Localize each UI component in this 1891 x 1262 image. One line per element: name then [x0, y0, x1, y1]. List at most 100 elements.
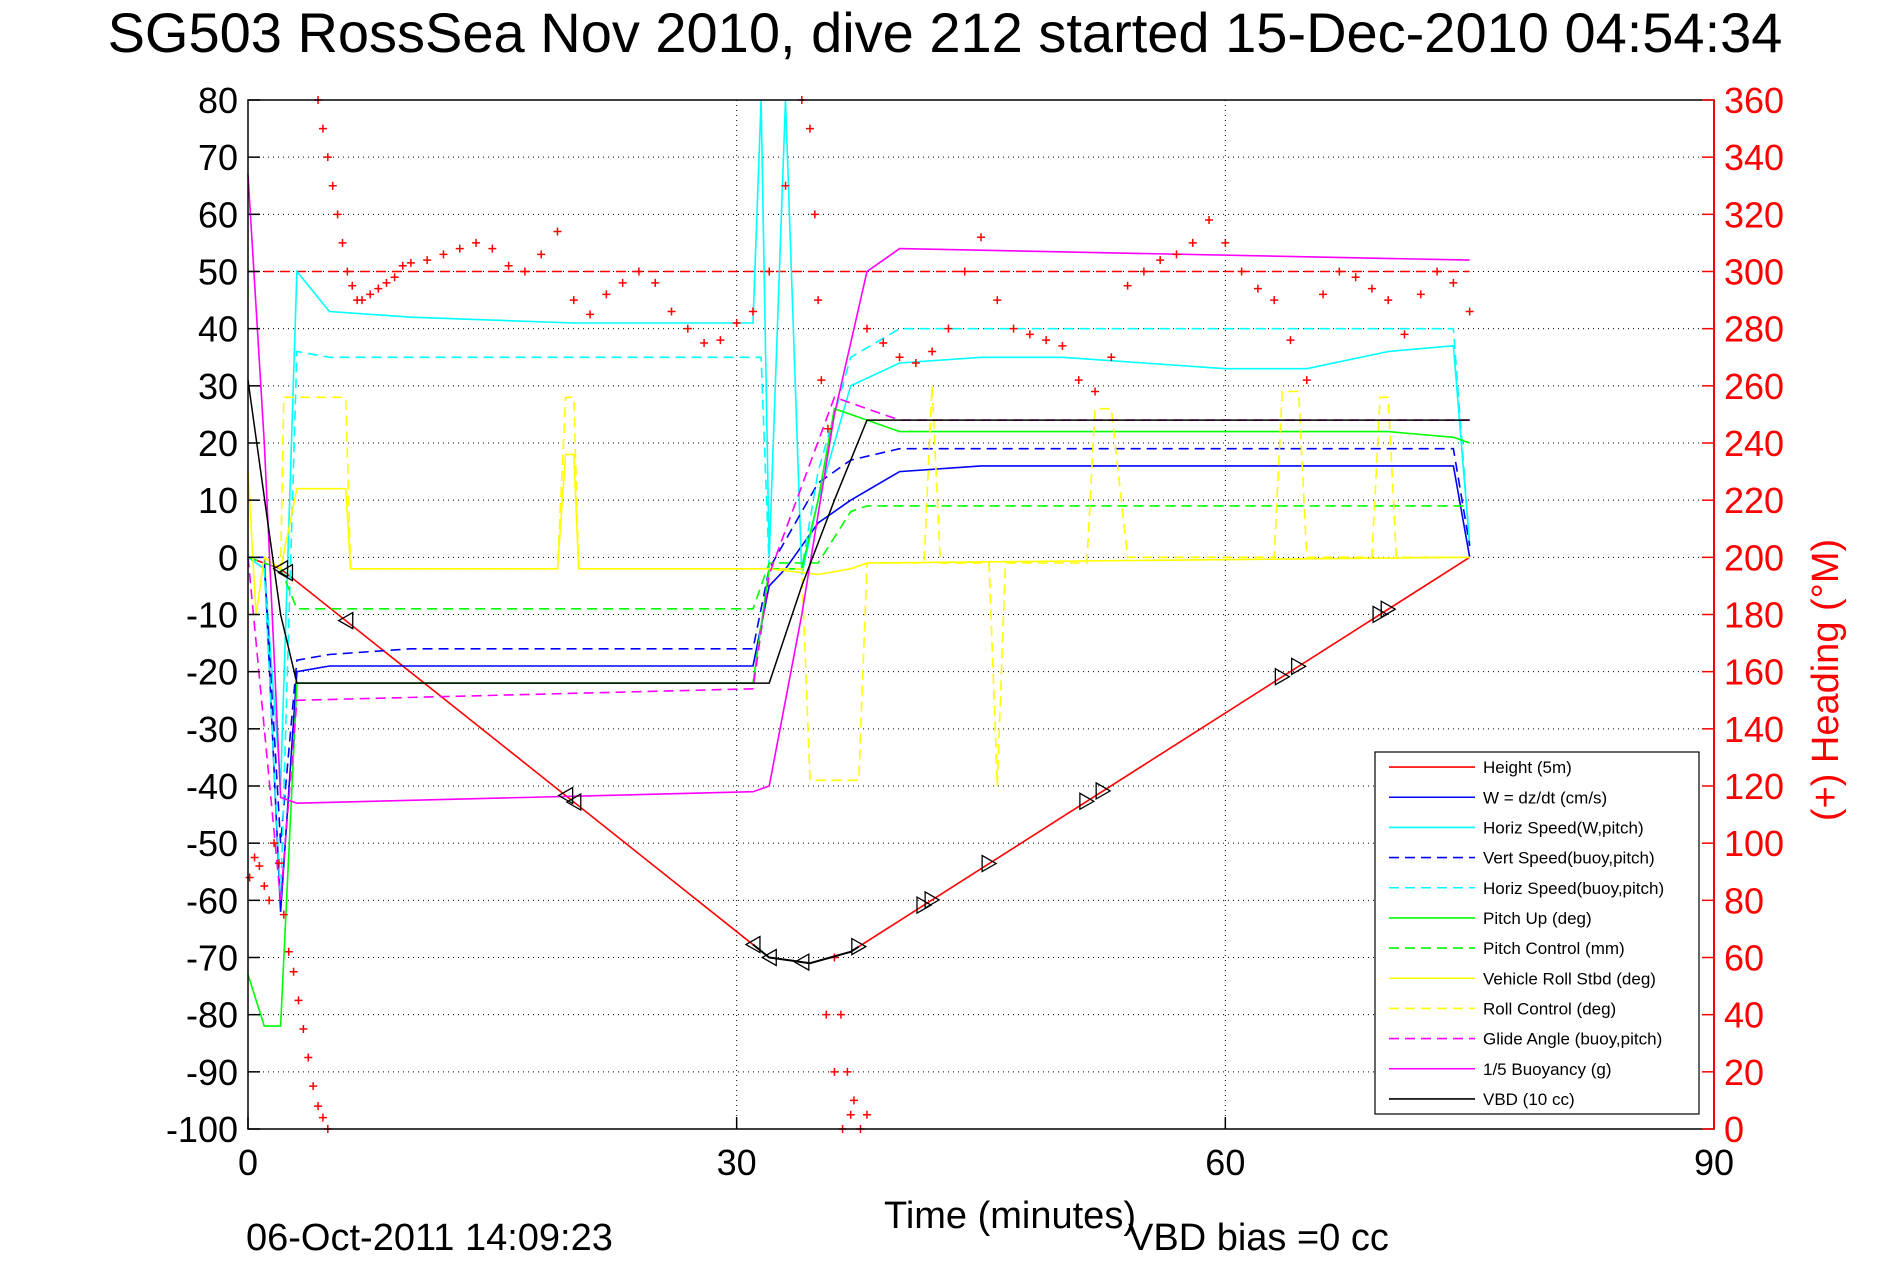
heading-point: [250, 853, 259, 862]
right-y-tick-label: 260: [1724, 366, 1784, 407]
legend-label: Horiz Speed(buoy,pitch): [1483, 879, 1664, 898]
height-marker: [565, 792, 582, 812]
series-line-1: [248, 465, 1471, 912]
right-y-tick-label: 360: [1724, 80, 1784, 121]
heading-point: [274, 859, 283, 868]
heading-point: [553, 227, 562, 236]
series-line-9: [247, 396, 1470, 901]
right-y-tick-label: 340: [1724, 137, 1784, 178]
heading-point: [1302, 376, 1311, 385]
heading-point: [911, 358, 920, 367]
heading-point: [1107, 353, 1116, 362]
x-tick-label: 0: [238, 1142, 258, 1183]
heading-point: [1433, 267, 1442, 276]
heading-point: [993, 296, 1002, 305]
right-y-tick-label: 300: [1724, 252, 1784, 293]
x-axis-ticks: 0 30 60 90: [238, 1117, 1734, 1183]
heading-point: [1188, 238, 1197, 247]
heading-point: [862, 1110, 871, 1119]
heading-point: [817, 376, 826, 385]
heading-point: [398, 261, 407, 270]
series-line-11: [247, 379, 1470, 684]
heading-point: [358, 296, 367, 305]
print-timestamp: 06-Oct-2011 14:09:23: [246, 1217, 613, 1259]
right-y-tick-label: 60: [1724, 938, 1764, 979]
height-marker: [1274, 667, 1291, 686]
legend-label: Glide Angle (buoy,pitch): [1483, 1030, 1662, 1049]
legend-label: Roll Control (deg): [1483, 999, 1616, 1018]
series-line-2: [247, 99, 1471, 787]
heading-point: [1025, 330, 1034, 339]
heading-point: [683, 324, 692, 333]
heading-point: [602, 290, 611, 299]
series-line-6: [247, 505, 1470, 610]
left-y-tick-label: 30: [198, 366, 238, 407]
heading-point: [504, 261, 513, 270]
right-y-tick-label: 160: [1724, 652, 1784, 693]
right-y-axis-label: (+) Heading (°M): [1805, 539, 1847, 821]
heading-point: [318, 124, 327, 133]
heading-point: [700, 338, 709, 347]
heading-point: [1367, 284, 1376, 293]
right-y-tick-label: 100: [1724, 823, 1784, 864]
heading-point: [304, 1053, 313, 1062]
heading-point: [439, 250, 448, 259]
right-y-tick-label: 20: [1724, 1052, 1764, 1093]
legend-label: Pitch Up (deg): [1483, 909, 1592, 928]
height-markers: [272, 559, 1397, 972]
left-y-tick-label: -100: [166, 1109, 238, 1150]
heading-point: [1384, 296, 1393, 305]
heading-point: [284, 947, 293, 956]
height-marker: [924, 890, 941, 910]
heading-point: [1270, 296, 1279, 305]
heading-point: [245, 873, 254, 882]
left-y-tick-label: -80: [186, 995, 238, 1036]
legend-label: Vert Speed(buoy,pitch): [1483, 849, 1655, 868]
left-y-tick-label: 60: [198, 194, 238, 235]
heading-point: [836, 1010, 845, 1019]
heading-point: [1205, 216, 1214, 225]
heading-point: [732, 318, 741, 327]
heading-point: [716, 336, 725, 345]
heading-point: [348, 281, 357, 290]
heading-point: [781, 181, 790, 190]
height-marker: [1380, 600, 1397, 619]
heading-point: [822, 1010, 831, 1019]
heading-point: [586, 310, 595, 319]
heading-point: [960, 267, 969, 276]
right-y-tick-label: 240: [1724, 423, 1784, 464]
height-marker: [916, 895, 933, 915]
height-marker: [851, 937, 868, 956]
heading-point: [748, 307, 757, 316]
heading-point: [1351, 273, 1360, 282]
right-y-tick-label: 320: [1724, 194, 1784, 235]
heading-point: [1335, 267, 1344, 276]
heading-point: [1253, 284, 1262, 293]
heading-point: [537, 250, 546, 259]
height-marker: [981, 854, 998, 873]
heading-point: [279, 910, 288, 919]
heading-point: [1172, 250, 1181, 259]
legend-label: Height (5m): [1483, 758, 1572, 777]
heading-point: [270, 839, 279, 848]
heading-point: [849, 1096, 858, 1105]
right-y-tick-label: 140: [1724, 709, 1784, 750]
heading-point: [1286, 336, 1295, 345]
heading-point: [255, 862, 264, 871]
heading-point: [1400, 330, 1409, 339]
heading-point: [1009, 324, 1018, 333]
height-marker: [744, 935, 761, 954]
heading-markers: [245, 96, 1474, 1133]
heading-point: [618, 278, 627, 287]
heading-point: [830, 1067, 839, 1076]
left-y-tick-label: -60: [186, 880, 238, 921]
heading-point: [1319, 290, 1328, 299]
heading-point: [1416, 290, 1425, 299]
legend-label: VBD (10 cc): [1483, 1090, 1575, 1109]
heading-point: [765, 267, 774, 276]
heading-point: [895, 353, 904, 362]
heading-point: [294, 996, 303, 1005]
right-y-tick-label: 200: [1724, 537, 1784, 578]
heading-point: [862, 324, 871, 333]
